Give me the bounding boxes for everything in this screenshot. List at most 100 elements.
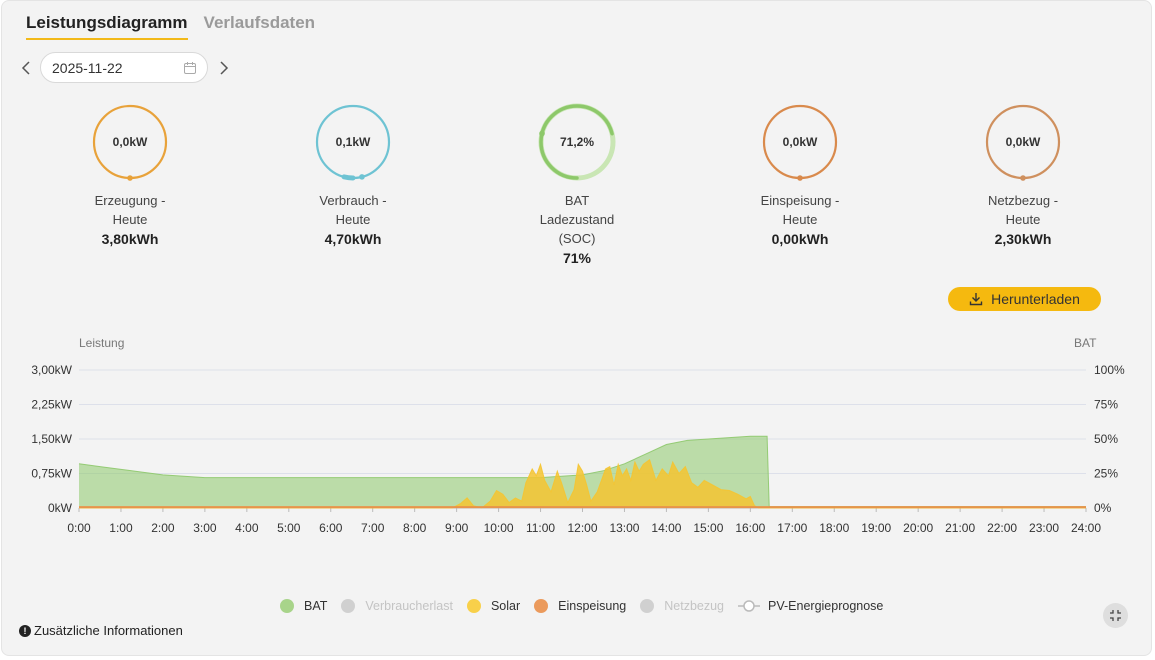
x-tick-label: 16:00 bbox=[735, 521, 765, 535]
x-tick-label: 9:00 bbox=[445, 521, 469, 535]
legend-item[interactable]: Einspeisung bbox=[534, 599, 626, 613]
x-tick-label: 1:00 bbox=[109, 521, 133, 535]
prev-day-button[interactable] bbox=[18, 53, 34, 83]
chart-legend: BAT Verbraucherlast Solar Einspeisung Netzbe… bbox=[280, 599, 897, 613]
gauge-total: 71% bbox=[562, 250, 592, 266]
gauge-value: 0,0kW bbox=[783, 135, 818, 149]
x-tick-label: 8:00 bbox=[403, 521, 427, 535]
legend-dot bbox=[466, 599, 481, 613]
tab-verlaufsdaten[interactable]: Verlaufsdaten bbox=[203, 13, 316, 32]
x-tick-label: 10:00 bbox=[484, 521, 514, 535]
legend-item[interactable]: PV-Energieprognose bbox=[738, 599, 883, 613]
gauge-label: Verbrauch - Heute bbox=[319, 193, 387, 227]
x-tick-label: 19:00 bbox=[861, 521, 891, 535]
legend-label: BAT bbox=[304, 599, 328, 613]
gauge-total: 4,70kWh bbox=[324, 231, 382, 247]
legend-line-marker bbox=[738, 600, 761, 612]
gauge-label: Erzeugung - Heute bbox=[94, 193, 166, 227]
y-right-tick: 75% bbox=[1094, 398, 1118, 412]
date-picker-input[interactable]: 2025-11-22 bbox=[40, 52, 208, 83]
x-tick-label: 0:00 bbox=[67, 521, 91, 535]
gauge-label: Netzbezug - Heute bbox=[987, 193, 1059, 227]
x-tick-label: 5:00 bbox=[277, 521, 301, 535]
tab-bar: Leistungsdiagramm Verlaufsdaten bbox=[26, 13, 315, 40]
collapse-icon bbox=[1110, 610, 1121, 621]
x-tick-label: 24:00 bbox=[1071, 521, 1101, 535]
additional-info-link[interactable]: ! Zusätzliche Informationen bbox=[19, 623, 183, 638]
x-tick-label: 12:00 bbox=[567, 521, 597, 535]
legend-item[interactable]: Verbraucherlast bbox=[341, 599, 453, 613]
x-tick-label: 3:00 bbox=[193, 521, 217, 535]
x-tick-label: 20:00 bbox=[903, 521, 933, 535]
gauge-total: 3,80kWh bbox=[101, 231, 159, 247]
y-right-tick: 0% bbox=[1094, 501, 1112, 515]
gauge-value: 71,2% bbox=[560, 135, 594, 149]
x-tick-label: 7:00 bbox=[361, 521, 385, 535]
gauge-0: 0,0kW Erzeugung - Heute 3,80kWh bbox=[60, 102, 200, 247]
legend-label: Netzbezug bbox=[664, 599, 725, 613]
y-right-tick: 100% bbox=[1094, 363, 1125, 377]
x-tick-label: 21:00 bbox=[945, 521, 975, 535]
gauge-3: 0,0kW Einspeisung - Heute 0,00kWh bbox=[730, 102, 870, 247]
additional-info-label: Zusätzliche Informationen bbox=[34, 623, 183, 638]
tab-leistungsdiagramm[interactable]: Leistungsdiagramm bbox=[26, 13, 188, 40]
left-axis-title: Leistung bbox=[79, 336, 125, 350]
gauge-4: 0,0kW Netzbezug - Heute 2,30kWh bbox=[953, 102, 1093, 247]
date-value: 2025-11-22 bbox=[52, 59, 123, 76]
x-tick-label: 17:00 bbox=[777, 521, 807, 535]
gauge-ring: 0,0kW bbox=[92, 104, 168, 181]
gauge-value: 0,1kW bbox=[336, 135, 371, 149]
right-axis-title: BAT bbox=[1074, 336, 1097, 350]
download-button[interactable]: Herunterladen bbox=[948, 287, 1101, 311]
x-tick-label: 23:00 bbox=[1029, 521, 1059, 535]
series-bat-line bbox=[78, 435, 1086, 508]
x-tick-label: 22:00 bbox=[987, 521, 1017, 535]
x-tick-label: 15:00 bbox=[693, 521, 723, 535]
date-navigation: 2025-11-22 bbox=[18, 52, 232, 83]
x-tick-label: 6:00 bbox=[319, 521, 343, 535]
legend-item[interactable]: BAT bbox=[280, 599, 327, 613]
legend-item[interactable]: Netzbezug bbox=[640, 599, 724, 613]
next-day-button[interactable] bbox=[216, 53, 232, 83]
y-left-tick: 0,75kW bbox=[31, 467, 72, 481]
gauge-label: BAT Ladezustand (SOC) bbox=[539, 193, 615, 246]
y-left-tick: 3,00kW bbox=[31, 363, 72, 377]
legend-label: Solar bbox=[490, 599, 521, 613]
chevron-left-icon bbox=[21, 60, 30, 75]
y-left-tick: 0kW bbox=[48, 501, 73, 515]
gauge-1: 0,1kW Verbrauch - Heute 4,70kWh bbox=[283, 102, 423, 247]
calendar-icon bbox=[184, 61, 196, 74]
legend-dot bbox=[640, 599, 655, 613]
legend-dot bbox=[341, 599, 356, 613]
gauge-ring: 0,0kW bbox=[762, 104, 838, 181]
x-tick-label: 4:00 bbox=[235, 521, 259, 535]
legend-label: Einspeisung bbox=[558, 599, 627, 613]
legend-label: Verbraucherlast bbox=[365, 599, 453, 613]
gauge-label: Einspeisung - Heute bbox=[760, 193, 840, 227]
series-solar-area bbox=[79, 459, 1086, 508]
x-tick-label: 2:00 bbox=[151, 521, 175, 535]
series-solar-line bbox=[79, 458, 1086, 509]
x-tick-label: 13:00 bbox=[609, 521, 639, 535]
series-bat-area bbox=[79, 436, 1086, 508]
y-left-tick: 2,25kW bbox=[31, 398, 72, 412]
download-icon bbox=[969, 293, 983, 306]
x-tick-label: 18:00 bbox=[819, 521, 849, 535]
legend-item[interactable]: Solar bbox=[466, 599, 521, 613]
info-icon: ! bbox=[19, 624, 31, 637]
gauge-ring: 0,1kW bbox=[314, 103, 392, 181]
gauge-total: 0,00kWh bbox=[771, 231, 829, 247]
gauge-ring: 0,0kW bbox=[985, 104, 1061, 181]
chevron-right-icon bbox=[220, 60, 229, 75]
fullscreen-button[interactable] bbox=[1103, 603, 1128, 628]
legend-label: PV-Energieprognose bbox=[768, 599, 884, 613]
y-left-tick: 1,50kW bbox=[31, 432, 72, 446]
power-chart[interactable]: 3,00kW 100% 2,25kW 75% 1,50kW 50% 0,75kW 25% 0kW… bbox=[2, 356, 1152, 546]
gauge-total: 2,30kWh bbox=[994, 231, 1052, 247]
legend-dot bbox=[280, 599, 294, 613]
gauge-value: 0,0kW bbox=[113, 135, 148, 149]
y-right-tick: 50% bbox=[1094, 432, 1118, 446]
x-tick-label: 11:00 bbox=[526, 521, 555, 535]
download-label: Herunterladen bbox=[991, 291, 1080, 307]
